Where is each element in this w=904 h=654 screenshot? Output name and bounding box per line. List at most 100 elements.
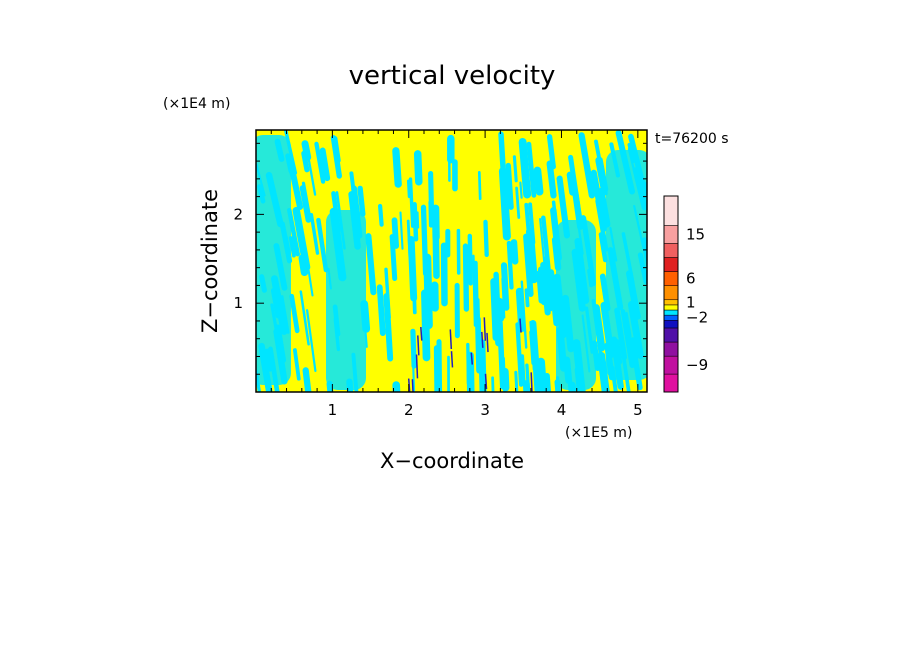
negative-streak [632, 167, 647, 211]
negative-streak [510, 239, 519, 265]
colorbar-tick-label: 15 [686, 225, 705, 243]
negative-streak [466, 351, 475, 392]
negative-streak [524, 288, 530, 308]
negative-streak [512, 155, 518, 183]
negative-streak [614, 307, 628, 361]
negative-streak [519, 181, 523, 199]
negative-streak [265, 348, 272, 372]
strong-negative-streak [484, 373, 488, 390]
colorbar-tick-label: 1 [686, 293, 696, 311]
negative-streak [494, 315, 503, 347]
negative-streak [258, 342, 273, 392]
negative-streak [483, 219, 489, 258]
x-tick-label: 5 [633, 401, 643, 419]
negative-streak [421, 289, 431, 362]
negative-streak [621, 356, 631, 392]
colorbar-swatch [663, 373, 679, 393]
negative-streak [609, 142, 621, 178]
colorbar-swatch [663, 285, 679, 301]
negative-streak [637, 252, 647, 285]
colorbar-swatch [663, 355, 679, 375]
negative-streak [306, 309, 317, 372]
colorbar-swatch [663, 271, 679, 286]
negative-streak [550, 274, 558, 296]
x-tick-label: 3 [480, 401, 490, 419]
negative-streak [351, 352, 359, 392]
negative-streak [410, 328, 417, 369]
negative-streak [501, 277, 506, 319]
negative-streak [597, 187, 611, 228]
negative-streak [505, 162, 514, 210]
negative-streak [629, 337, 643, 391]
negative-streak [580, 215, 597, 287]
negative-streak [408, 177, 415, 228]
negative-streak [607, 247, 624, 311]
negative-streak [299, 185, 312, 223]
negative-streak [360, 300, 371, 333]
negative-streak [546, 134, 556, 170]
negative-streak [572, 339, 586, 392]
negative-streak [302, 367, 312, 392]
negative-streak [314, 141, 326, 184]
negative-streak [600, 274, 608, 301]
field-streaks [256, 130, 647, 392]
negative-streak [522, 380, 531, 392]
negative-streak [378, 203, 384, 227]
negative-streak [428, 199, 434, 228]
strong-negative-streak [470, 352, 474, 365]
negative-streak [609, 226, 618, 262]
negative-streak [357, 185, 366, 217]
negative-streak [538, 366, 544, 392]
negative-streak [477, 170, 482, 201]
colorbar-swatch [663, 225, 679, 244]
negative-streak [316, 217, 329, 273]
negative-streak [550, 207, 562, 262]
negative-streak [412, 366, 416, 392]
x-tick-label: 1 [328, 401, 338, 419]
negative-streak [416, 211, 420, 229]
negative-streak [523, 233, 534, 297]
strong-negative-streak [417, 335, 420, 356]
colorbar-swatch [663, 314, 679, 321]
plot-frame [255, 129, 648, 393]
negative-streak [406, 179, 412, 199]
negative-streak [627, 147, 636, 172]
negative-streak [600, 301, 615, 359]
colorbar-swatch [663, 243, 679, 258]
negative-streak [628, 133, 646, 188]
negative-streak [413, 150, 423, 186]
negative-streak [271, 275, 288, 335]
negative-streak [562, 294, 575, 353]
colorbar-tick-label: −9 [686, 356, 708, 374]
negative-streak [563, 356, 573, 384]
negative-streak [515, 322, 524, 387]
negative-streak [571, 248, 586, 312]
negative-streak [301, 140, 312, 161]
negative-streak [383, 293, 394, 362]
negative-streak [292, 206, 311, 271]
x-axis-title: X−coordinate [380, 449, 524, 473]
colorbar-frame [663, 195, 679, 393]
negative-streak [581, 314, 591, 373]
chart-title: vertical velocity [349, 61, 556, 91]
negative-streak [279, 221, 293, 264]
colorbar-swatch [663, 341, 679, 357]
velocity-field [256, 130, 647, 392]
negative-streak [506, 240, 514, 290]
negative-streak [591, 340, 601, 371]
negative-streak [433, 345, 441, 392]
negative-streak [376, 284, 386, 337]
negative-streak [392, 147, 402, 188]
negative-streak [584, 306, 594, 354]
negative-streak [615, 130, 635, 195]
negative-streak [533, 166, 544, 196]
negative-streak [633, 205, 647, 269]
colorbar-swatch [663, 320, 679, 329]
negative-streak [307, 159, 317, 196]
negative-streak [568, 154, 583, 222]
colorbar-swatch [663, 327, 679, 343]
negative-streak [594, 139, 608, 196]
negative-streak [544, 372, 552, 392]
negative-streak [515, 186, 521, 219]
negative-streak [540, 261, 551, 316]
